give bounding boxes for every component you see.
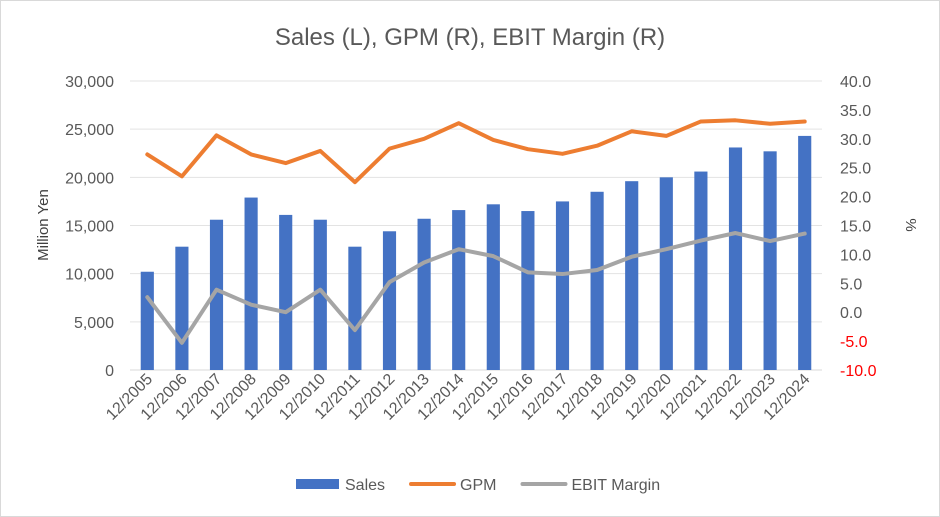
right-tick-label: 10.0 bbox=[840, 247, 871, 264]
left-tick-label: 20,000 bbox=[65, 170, 114, 187]
sales-bar bbox=[382, 231, 397, 370]
left-axis-ticks: 0 5,000 10,000 15,000 20,000 25,000 30,000 bbox=[65, 74, 114, 380]
line-series bbox=[145, 118, 807, 345]
right-tick-label: 20.0 bbox=[840, 190, 871, 207]
sales-bar bbox=[452, 210, 466, 370]
legend-label-sales: Sales bbox=[345, 477, 385, 494]
sales-bar bbox=[590, 191, 604, 370]
left-tick-label: 25,000 bbox=[65, 122, 114, 139]
legend: Sales GPM EBIT Margin bbox=[296, 477, 660, 494]
right-tick-label: 5.0 bbox=[840, 276, 862, 293]
sales-bar bbox=[521, 211, 535, 370]
sales-bar bbox=[555, 201, 570, 370]
left-tick-label: 0 bbox=[105, 363, 114, 380]
sales-bar bbox=[140, 271, 154, 370]
right-axis-ticks: -10.0 -5.0 0.0 5.0 10.0 15.0 20.0 25.0 30.0 35.0 4… bbox=[840, 74, 877, 380]
sales-bar bbox=[694, 171, 708, 370]
sales-bar bbox=[244, 197, 258, 370]
left-tick-label: 5,000 bbox=[74, 315, 114, 332]
x-axis-ticks: 12/200512/200612/200712/200812/200912/20… bbox=[103, 371, 813, 424]
right-tick-label: 25.0 bbox=[840, 161, 871, 178]
sales-bar bbox=[313, 219, 327, 370]
sales-bar bbox=[175, 246, 189, 370]
right-tick-label: 40.0 bbox=[840, 74, 871, 91]
right-tick-label: -10.0 bbox=[840, 363, 877, 380]
sales-bar bbox=[209, 219, 224, 370]
sales-bar bbox=[279, 214, 293, 370]
right-tick-label: -5.0 bbox=[840, 334, 868, 351]
sales-bar bbox=[798, 135, 812, 370]
right-tick-label: 0.0 bbox=[840, 305, 862, 322]
right-axis-label: % bbox=[902, 218, 919, 231]
left-tick-label: 15,000 bbox=[65, 219, 114, 236]
sales-bar bbox=[348, 246, 362, 370]
left-axis-label: Million Yen bbox=[35, 189, 52, 261]
left-tick-label: 30,000 bbox=[65, 74, 114, 91]
legend-label-gpm: GPM bbox=[460, 477, 496, 494]
right-tick-label: 15.0 bbox=[840, 219, 871, 236]
right-tick-label: 30.0 bbox=[840, 132, 871, 149]
sales-bar bbox=[728, 147, 743, 370]
right-tick-label: 35.0 bbox=[840, 103, 871, 120]
sales-bar bbox=[417, 218, 431, 370]
sales-bars bbox=[140, 135, 812, 370]
sales-bar bbox=[763, 151, 777, 370]
legend-label-ebit-margin: EBIT Margin bbox=[571, 477, 660, 494]
sales-bar bbox=[659, 177, 673, 370]
gpm-line bbox=[145, 118, 807, 185]
sales-bar bbox=[486, 204, 500, 370]
chart-title: Sales (L), GPM (R), EBIT Margin (R) bbox=[275, 24, 665, 51]
legend-swatch-sales bbox=[296, 479, 339, 489]
sales-bar bbox=[625, 181, 639, 370]
ebit-margin-line bbox=[145, 231, 807, 345]
left-tick-label: 10,000 bbox=[65, 267, 114, 284]
gridlines bbox=[130, 80, 822, 371]
